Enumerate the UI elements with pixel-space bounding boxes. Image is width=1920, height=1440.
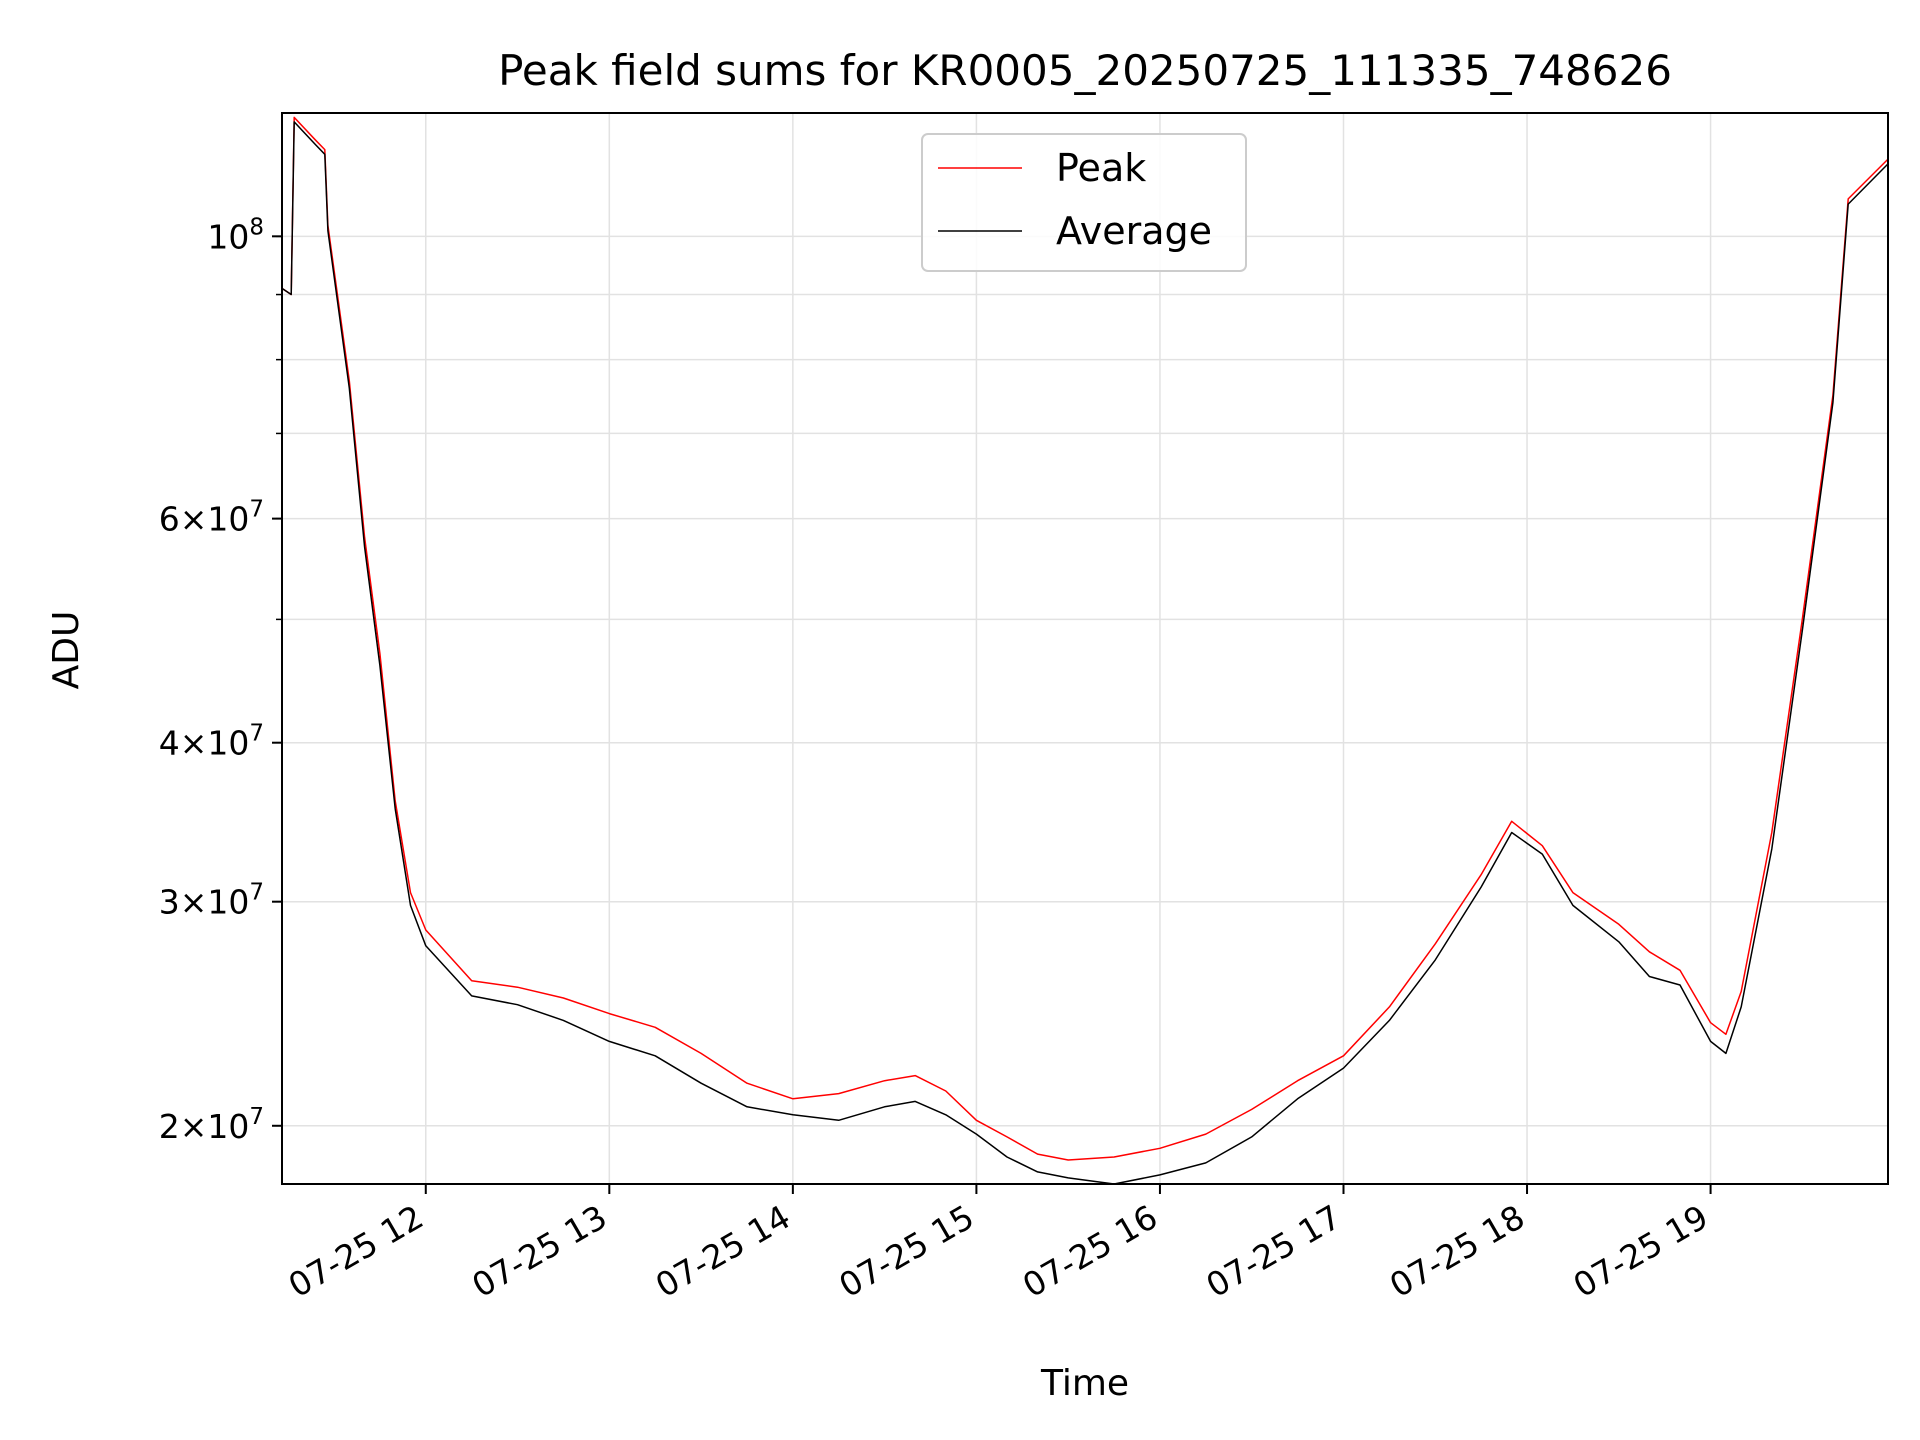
y-tick-label: 108 — [207, 214, 264, 256]
series-line-average — [281, 121, 1889, 1185]
y-axis-label: ADU — [46, 611, 87, 690]
y-tick-label: 3×107 — [159, 880, 264, 922]
plot-frame — [281, 112, 1889, 1185]
grid-lines — [282, 113, 1888, 1184]
legend: Peak Average — [921, 133, 1247, 272]
series-layer — [281, 116, 1889, 1185]
y-tick-label: 4×107 — [159, 721, 264, 763]
legend-label-peak: Peak — [1056, 146, 1146, 190]
legend-label-average: Average — [1056, 209, 1212, 253]
x-axis-label: Time — [1040, 1363, 1129, 1404]
chart-title: Peak field sums for KR0005_20250725_1113… — [498, 46, 1672, 95]
y-tick-label: 2×107 — [159, 1104, 264, 1146]
plot-area — [282, 113, 1888, 1184]
series-line-peak — [281, 116, 1889, 1161]
y-tick-label: 6×107 — [159, 497, 264, 539]
y-axis: 2×107 3×107 4×107 6×107 108 — [159, 214, 282, 1146]
